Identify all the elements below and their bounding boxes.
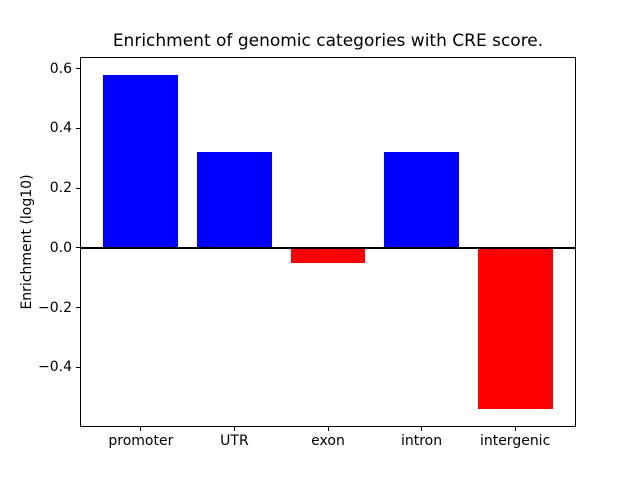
y-tick-mark	[76, 187, 80, 189]
bar-UTR	[197, 152, 272, 248]
bar-intron	[384, 152, 459, 248]
x-tick-mark	[140, 427, 142, 431]
x-tick-label-exon: exon	[311, 433, 345, 449]
x-tick-mark	[421, 427, 423, 431]
y-tick-mark	[76, 247, 80, 249]
y-tick-label: 0.6	[49, 60, 72, 77]
x-tick-label-intron: intron	[400, 433, 443, 449]
x-tick-mark	[327, 427, 329, 431]
x-tick-label-promoter: promoter	[108, 433, 174, 449]
y-tick-label: −0.4	[38, 359, 72, 376]
x-tick-mark	[514, 427, 516, 431]
bar-intergenic	[477, 247, 553, 410]
y-tick-label: 0.0	[49, 239, 72, 256]
y-tick-label: −0.2	[38, 299, 72, 316]
y-tick-label: 0.2	[49, 180, 72, 197]
zero-line	[81, 246, 575, 249]
y-tick-mark	[76, 127, 80, 129]
plot-area	[80, 57, 576, 427]
y-tick-mark	[76, 68, 80, 70]
y-tick-mark	[76, 366, 80, 368]
x-tick-label-intergenic: intergenic	[479, 433, 551, 449]
bar-exon	[290, 247, 366, 263]
x-tick-mark	[233, 427, 235, 431]
y-tick-mark	[76, 307, 80, 309]
x-tick-label-UTR: UTR	[220, 433, 249, 449]
y-tick-label: 0.4	[49, 120, 72, 137]
bar-promoter	[103, 74, 179, 248]
chart-title: Enrichment of genomic categories with CR…	[112, 31, 544, 51]
